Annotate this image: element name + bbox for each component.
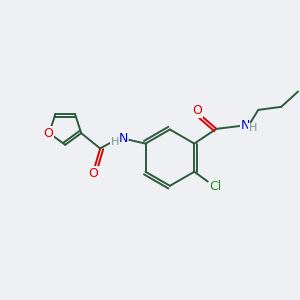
Text: O: O — [192, 104, 202, 117]
Text: O: O — [44, 127, 53, 140]
Text: O: O — [88, 167, 98, 180]
Text: N: N — [240, 119, 250, 132]
Text: H: H — [111, 137, 119, 147]
Text: N: N — [118, 133, 128, 146]
Text: H: H — [249, 123, 257, 133]
Text: Cl: Cl — [210, 180, 222, 193]
